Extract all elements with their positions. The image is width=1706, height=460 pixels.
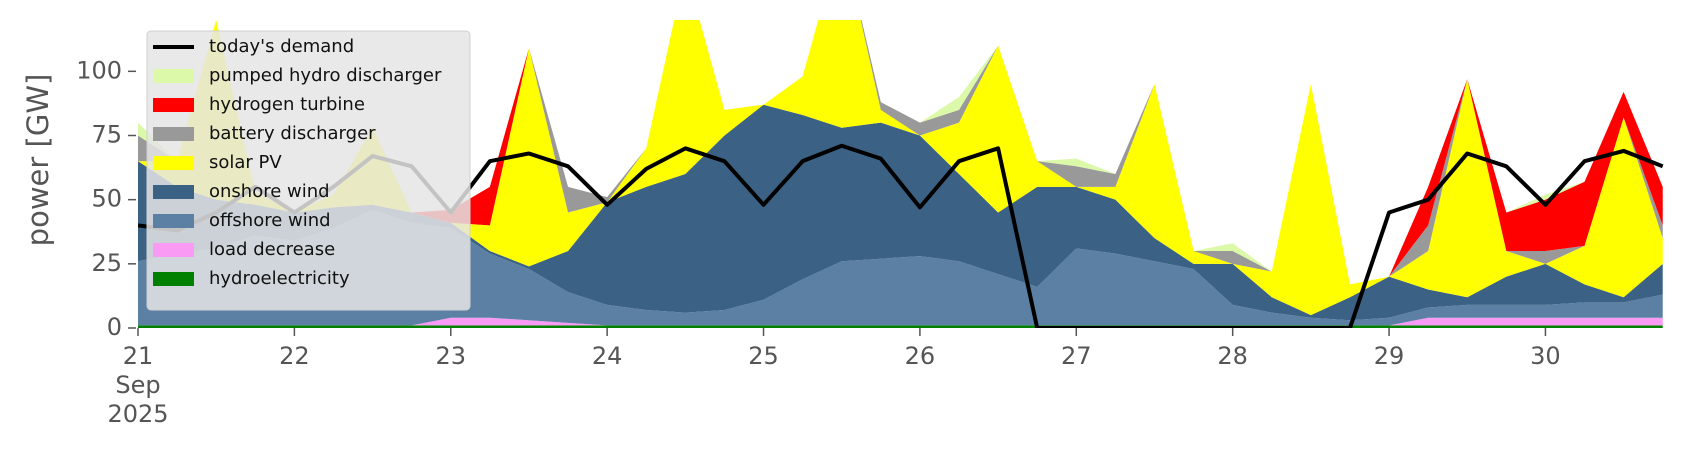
area — [138, 317, 1663, 326]
y-tick-label: 25 — [91, 249, 122, 277]
y-tick-label: 50 — [91, 185, 122, 213]
legend-swatch — [153, 214, 194, 228]
area — [138, 20, 1663, 285]
y-tick-label: 75 — [91, 121, 122, 149]
legend-swatch — [153, 243, 194, 257]
legend-swatch — [153, 69, 194, 83]
area — [138, 104, 1663, 321]
y-tick-label: 0 — [107, 313, 122, 341]
legend-swatch — [153, 185, 194, 199]
x-tick-label: 27 — [1061, 342, 1092, 370]
legend-label: battery discharger — [209, 123, 376, 144]
y-axis-label: power [GW] — [21, 74, 55, 247]
legend-label: today's demand — [209, 36, 354, 57]
legend-swatch — [153, 156, 194, 170]
x-tick-label: 21 Sep 2025 — [107, 342, 169, 428]
legend-box — [146, 30, 471, 311]
x-tick-label: 28 — [1217, 342, 1248, 370]
legend-label: hydroelectricity — [209, 268, 350, 289]
x-tick-label: 29 — [1373, 342, 1405, 370]
x-tick-label: 22 — [279, 342, 310, 370]
x-tick-label: 30 — [1530, 342, 1561, 370]
legend-label: onshore wind — [209, 181, 330, 202]
legend-label: hydrogen turbine — [209, 94, 365, 115]
area — [138, 209, 1663, 326]
x-tick-label: 25 — [748, 342, 779, 370]
legend-swatch — [153, 272, 194, 286]
legend-swatch — [153, 98, 194, 112]
y-tick-label: 100 — [76, 56, 122, 84]
x-tick-label: 23 — [435, 342, 467, 370]
x-tick-label: 24 — [591, 342, 623, 370]
legend-label: pumped hydro discharger — [209, 65, 442, 86]
legend-label: offshore wind — [209, 210, 331, 231]
area — [138, 20, 1663, 316]
x-tick-label: 26 — [904, 342, 936, 370]
legend: today's demand pumped hydro discharger hyd… — [146, 30, 471, 311]
legend-label: solar PV — [209, 152, 282, 173]
legend-swatch — [153, 127, 194, 141]
area — [138, 325, 1663, 328]
legend-label: load decrease — [209, 239, 335, 260]
